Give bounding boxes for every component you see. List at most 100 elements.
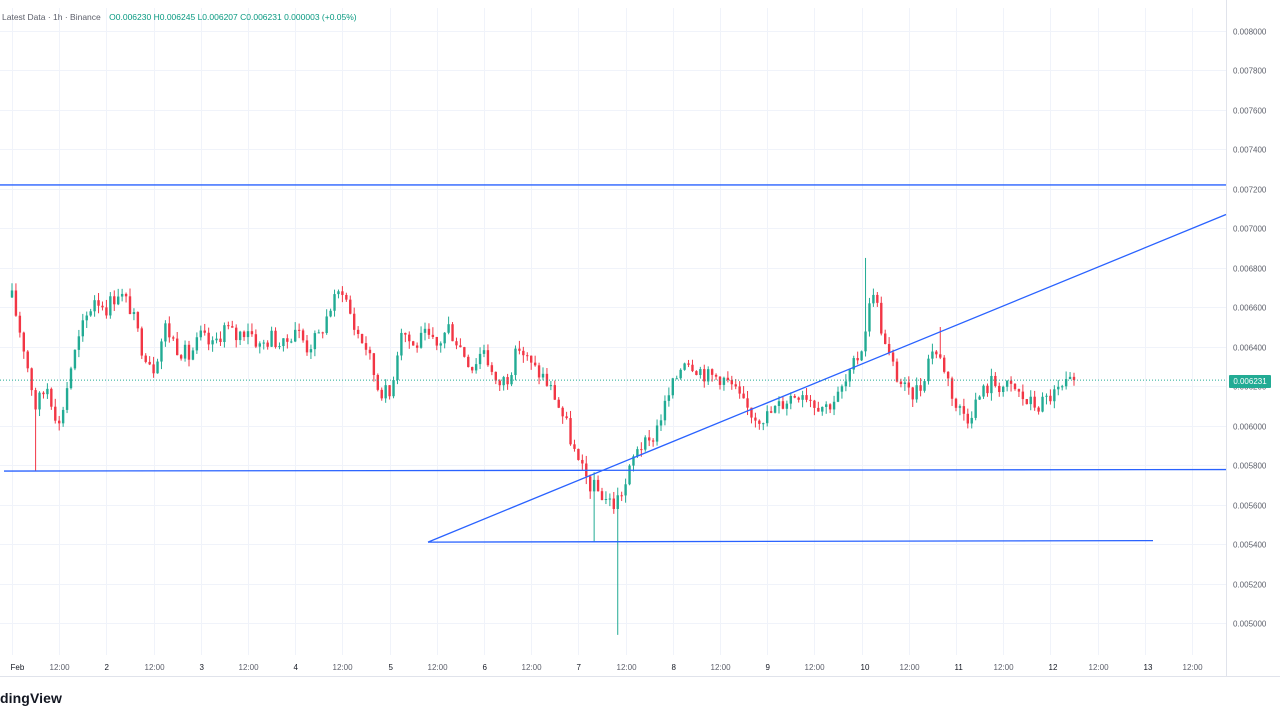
candle-body [478,353,482,365]
candle-body [836,391,840,402]
candle-body [297,329,301,331]
candle-body [1064,379,1068,387]
close-label: C [240,12,247,22]
price-tick-label: 0.008000 [1233,28,1267,37]
candle-body [577,448,580,460]
candle-body [537,365,541,378]
candle-body [254,334,258,347]
candle-body [81,320,84,337]
candle-body [30,368,33,391]
candle-body [61,409,65,424]
candle-body [1049,395,1052,402]
candle-body [69,368,73,389]
price-tick-label: 0.005200 [1233,581,1267,590]
candle-body [172,337,175,339]
candle-body [722,377,726,385]
candle-body [738,386,741,394]
candle-body [164,323,167,342]
time-tick-label: 12:00 [333,663,354,672]
candle-body [852,358,855,370]
symbol-legend[interactable]: Latest Data · 1h · Binance O0.006230 H0.… [2,11,357,23]
price-tick-label: 0.006600 [1233,304,1267,313]
price-axis[interactable]: 0.008000 0.007800 0.007600 0.007400 0.007200… [1226,0,1267,676]
candle-body [313,333,317,350]
candle-body [561,407,564,417]
candle-body [203,330,206,333]
candle-body [250,331,254,335]
candle-body [400,332,403,356]
symbol-title[interactable]: Latest Data · 1h · Binance [2,12,101,22]
candle-body [840,386,844,392]
candle-body [616,495,619,509]
time-tick-label: 12:00 [145,663,166,672]
candle-body [903,382,907,384]
candle-body [632,456,635,466]
time-tick-label: 10 [861,663,870,672]
candle-body [305,340,309,353]
candle-body [451,324,454,342]
candle-body [136,312,140,329]
time-tick-label: 12:00 [711,663,732,672]
horizontal-line-lower-support[interactable] [427,539,1154,543]
time-tick-label: 11 [955,663,964,672]
candle-body [317,332,320,334]
candle-body [699,369,702,375]
candle-body [946,371,950,379]
candle-body [581,459,584,464]
candle-body [235,327,238,341]
candle-body [132,312,136,315]
candle-body [427,328,431,335]
candle-body [958,406,962,408]
candle-body [514,348,517,376]
ohlc-values: O0.006230 H0.006245 L0.006207 C0.006231 … [109,12,357,22]
drawings[interactable] [0,184,1227,543]
current-price-tag: 0.006231 [1229,375,1271,388]
price-tick-label: 0.005400 [1233,541,1267,550]
candles [10,257,1076,635]
candle-body [884,333,887,344]
candle-body [353,313,356,330]
candle-body [998,385,1001,393]
candle-body [77,336,81,350]
candle-body [18,315,22,333]
candle-body [864,331,867,352]
candle-body [950,378,954,399]
candle-body [282,338,285,347]
candle-body [1045,395,1048,397]
candle-body [644,437,647,450]
time-tick-label: 2 [105,663,110,672]
candle-body [533,362,537,366]
candle-body [915,385,918,400]
candle-body [439,343,442,346]
candle-body [388,385,391,397]
candle-body [1072,376,1076,381]
candle-body [667,395,671,401]
tradingview-logo[interactable]: dingView [0,690,62,706]
candle-body [42,392,45,395]
candle-body [758,420,761,424]
time-axis[interactable]: Feb 12:00 2 12:00 3 12:00 4 12:00 5 12:00 6 12:00 7 1… [0,663,1280,677]
time-tick-label: 12:00 [239,663,260,672]
candle-body [592,479,596,492]
candle-body [168,323,171,338]
time-tick-label: 12:00 [1183,663,1204,672]
price-tick-label: 0.007600 [1233,107,1267,116]
price-tick-label: 0.005000 [1233,620,1267,629]
candle-body [954,398,958,408]
candle-body [498,380,501,386]
price-tick-label: 0.007800 [1233,67,1267,76]
horizontal-line-support[interactable] [3,468,1227,472]
candle-body [392,380,395,397]
candle-body [1013,383,1017,390]
close-value: 0.006231 [246,12,282,22]
candle-body [742,393,745,399]
candle-body [502,377,505,386]
candle-body [785,403,789,409]
candle-body [549,385,553,387]
candle-body [231,326,234,328]
candle-body [911,387,914,400]
candle-body [223,325,226,343]
ascending-trendline[interactable] [427,213,1227,543]
